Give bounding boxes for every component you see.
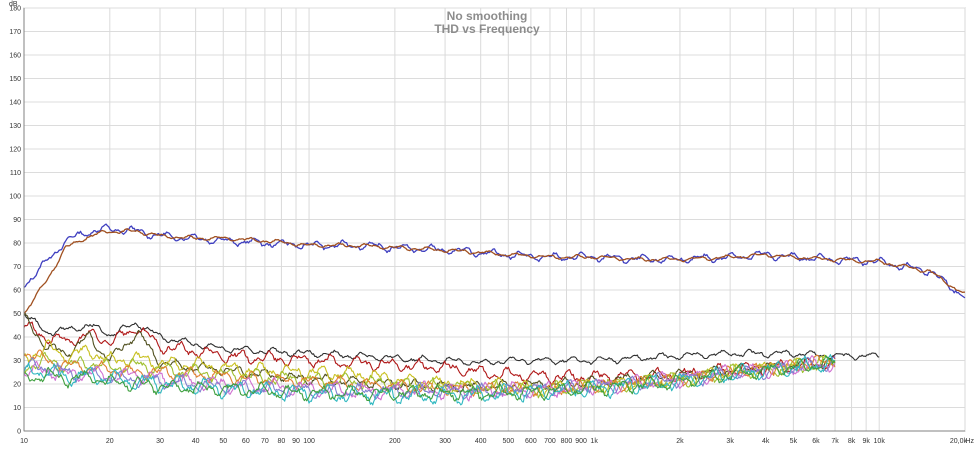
x-tick-label: 90	[292, 438, 300, 445]
y-tick-label: 10	[13, 405, 21, 412]
x-tick-label: 300	[439, 438, 451, 445]
y-tick-label: 30	[13, 358, 21, 365]
x-tick-label: 2k	[676, 438, 684, 445]
x-tick-label: 200	[389, 438, 401, 445]
x-tick-label: 70	[261, 438, 269, 445]
y-tick-label: 140	[9, 100, 21, 107]
x-tick-label: 8k	[848, 438, 856, 445]
axes: 0102030405060708090100110120130140150160…	[9, 6, 974, 446]
series-line	[23, 313, 880, 366]
y-tick-label: 20	[13, 382, 21, 389]
x-tick-label: 40	[192, 438, 200, 445]
x-tick-label: 3k	[726, 438, 734, 445]
chart-subtitle: THD vs Frequency	[434, 22, 540, 36]
y-axis-unit: dB	[9, 1, 18, 8]
x-tick-label: 20	[106, 438, 114, 445]
y-tick-label: 170	[9, 29, 21, 36]
x-tick-label: 900	[575, 438, 587, 445]
x-tick-label: 600	[525, 438, 537, 445]
x-tick-label: 800	[561, 438, 573, 445]
y-tick-label: 130	[9, 123, 21, 130]
x-tick-label: 10k	[874, 438, 886, 445]
x-tick-label: 60	[242, 438, 250, 445]
series-line	[23, 228, 966, 315]
x-tick-label: 10	[20, 438, 28, 445]
y-tick-label: 40	[13, 335, 21, 342]
y-tick-label: 160	[9, 53, 21, 60]
x-tick-label: 20,0k	[950, 438, 968, 445]
series-line	[23, 349, 836, 397]
y-tick-label: 110	[10, 170, 21, 177]
x-tick-label: 700	[544, 438, 556, 445]
x-tick-label: 4k	[762, 438, 770, 445]
x-axis-unit: Hz	[965, 438, 974, 445]
y-tick-label: 70	[13, 264, 21, 271]
y-tick-label: 0	[17, 429, 21, 436]
x-tick-label: 500	[502, 438, 514, 445]
x-tick-label: 30	[156, 438, 164, 445]
series-line	[23, 355, 836, 402]
x-tick-label: 6k	[812, 438, 820, 445]
x-tick-label: 100	[303, 438, 315, 445]
x-tick-label: 5k	[790, 438, 798, 445]
y-tick-label: 90	[13, 217, 21, 224]
x-tick-label: 7k	[831, 438, 839, 445]
y-tick-label: 80	[13, 241, 21, 248]
y-tick-label: 180	[9, 6, 21, 13]
chart-title: No smoothing	[447, 9, 528, 23]
y-tick-label: 50	[13, 311, 21, 318]
series-line	[23, 355, 836, 401]
y-tick-label: 120	[9, 147, 21, 154]
series-line	[23, 354, 836, 406]
y-tick-label: 150	[9, 76, 21, 83]
x-tick-label: 9k	[862, 438, 870, 445]
series-line	[24, 354, 836, 402]
x-tick-label: 400	[475, 438, 487, 445]
y-tick-label: 60	[13, 288, 21, 295]
x-tick-label: 50	[219, 438, 227, 445]
y-tick-label: 100	[9, 194, 21, 201]
x-tick-label: 80	[278, 438, 286, 445]
series-layer	[23, 223, 966, 406]
grid	[23, 7, 966, 432]
series-line	[23, 321, 836, 385]
x-tick-label: 1k	[590, 438, 598, 445]
